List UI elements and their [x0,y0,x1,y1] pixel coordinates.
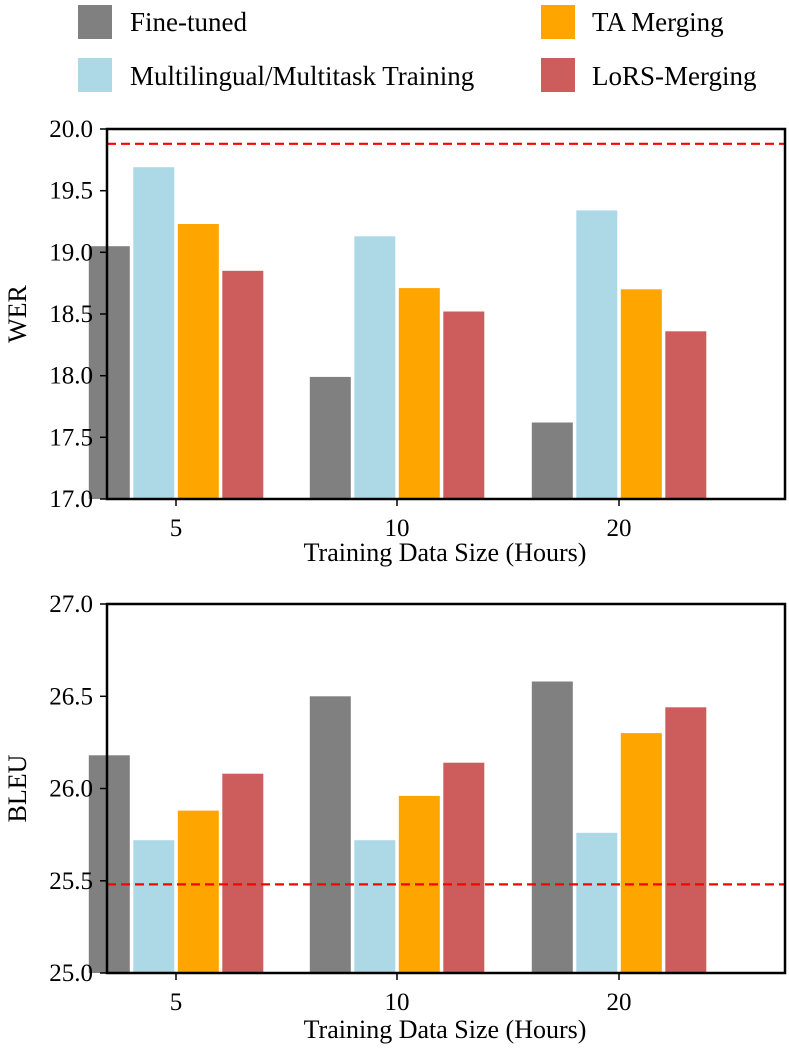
bleu-bar-fine-tuned-20 [531,681,573,973]
wer-bar-ta-merging-10 [398,288,440,499]
wer-ytick-label: 19.0 [49,239,93,266]
legend-item-multilingual-multitask: Multilingual/Multitask Training [78,58,474,92]
legend-swatch-ta-merging [541,5,575,39]
bleu-bar-lors-merging-10 [443,762,485,973]
bleu-x-axis-title: Training Data Size (Hours) [304,1015,587,1044]
legend-label-multilingual-multitask: Multilingual/Multitask Training [130,61,474,91]
wer-ytick-label: 18.0 [49,363,93,390]
bleu-ytick-label: 25.5 [49,868,93,895]
wer-ytick-label: 19.5 [49,178,93,205]
bleu-bar-fine-tuned-5 [88,755,130,973]
wer-bar-ta-merging-5 [177,224,219,499]
wer-bar-fine-tuned-20 [531,422,573,499]
legend-swatch-lors-merging [541,58,575,92]
wer-y-axis-title: WER [3,284,32,342]
bleu-ytick-label: 25.0 [49,960,93,987]
legend-item-ta-merging: TA Merging [541,5,724,39]
wer-ytick-label: 17.0 [49,486,93,513]
legend-label-fine-tuned: Fine-tuned [130,7,247,37]
bleu-xtick-label: 5 [170,989,183,1016]
bleu-y-axis-title: BLEU [3,754,32,822]
bleu-bar-multilingual-multitask-training-10 [354,840,396,973]
wer-ytick-label: 20.0 [49,116,93,143]
wer-bar-multilingual-multitask-training-5 [133,167,175,499]
wer-bar-multilingual-multitask-training-20 [576,210,618,499]
wer-xtick-label: 20 [607,515,632,542]
wer-ytick-label: 18.5 [49,301,93,328]
bleu-bar-ta-merging-5 [177,810,219,973]
bleu-bar-lors-merging-20 [665,707,707,973]
wer-ytick-label: 17.5 [49,424,93,451]
bleu-chart: 25.0 25.5 26.0 26.5 27.0 5 10 20 Training Data S… [3,591,787,1044]
wer-bar-fine-tuned-5 [88,246,130,499]
wer-bar-lors-merging-20 [665,331,707,499]
bleu-xtick-label: 10 [385,989,410,1016]
bleu-ytick-label: 27.0 [49,591,93,618]
bleu-bar-multilingual-multitask-training-20 [576,832,618,973]
bleu-xtick-label: 20 [607,989,632,1016]
legend: Fine-tuned TA Merging Multilingual/Multi… [78,5,757,92]
bleu-ytick-label: 26.0 [49,776,93,803]
bleu-bar-ta-merging-20 [620,733,662,973]
legend-item-lors-merging: LoRS-Merging [541,58,757,92]
wer-bar-lors-merging-10 [443,311,485,499]
bleu-bar-fine-tuned-10 [309,696,351,974]
wer-xtick-label: 5 [170,515,183,542]
wer-x-axis-title: Training Data Size (Hours) [304,538,587,567]
wer-bar-multilingual-multitask-training-10 [354,236,396,500]
legend-swatch-multilingual-multitask [78,58,112,92]
bleu-ytick-label: 26.5 [49,683,93,710]
bleu-bar-multilingual-multitask-training-5 [133,840,175,973]
wer-chart: 17.0 17.5 18.0 18.5 19.0 19.5 20.0 5 10 20 Trainin… [3,116,787,567]
legend-label-lors-merging: LoRS-Merging [592,61,757,91]
wer-xtick-label: 10 [385,515,410,542]
wer-bar-ta-merging-20 [620,289,662,499]
wer-bar-fine-tuned-10 [309,376,351,499]
wer-bar-lors-merging-5 [222,270,264,499]
legend-label-ta-merging: TA Merging [592,7,724,37]
legend-item-fine-tuned: Fine-tuned [78,5,247,39]
bleu-bar-lors-merging-5 [222,773,264,973]
legend-swatch-fine-tuned [78,5,112,39]
